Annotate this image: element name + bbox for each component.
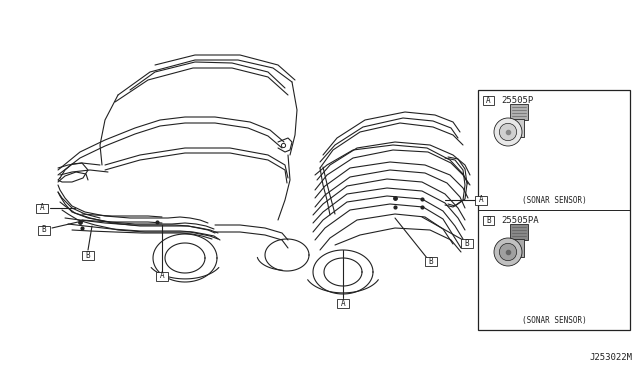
- Bar: [337, 298, 349, 308]
- Text: A: A: [160, 272, 164, 280]
- Circle shape: [499, 124, 516, 141]
- Text: B: B: [486, 216, 491, 225]
- Text: B: B: [42, 225, 46, 234]
- Bar: [508, 239, 524, 257]
- Bar: [425, 257, 437, 266]
- Text: A: A: [486, 96, 491, 105]
- Text: A: A: [479, 196, 483, 205]
- Bar: [483, 216, 494, 225]
- Bar: [461, 238, 473, 247]
- Bar: [82, 250, 94, 260]
- Circle shape: [494, 238, 522, 266]
- Text: B: B: [429, 257, 433, 266]
- Bar: [510, 104, 528, 120]
- Bar: [510, 224, 528, 240]
- Text: B: B: [86, 250, 90, 260]
- Text: 25505PA: 25505PA: [501, 216, 539, 225]
- Bar: [38, 225, 50, 234]
- Bar: [475, 196, 487, 205]
- Bar: [478, 90, 630, 330]
- Text: (SONAR SENSOR): (SONAR SENSOR): [522, 196, 586, 205]
- Bar: [36, 203, 48, 212]
- Text: A: A: [40, 203, 44, 212]
- Text: 25505P: 25505P: [501, 96, 533, 105]
- Bar: [508, 119, 524, 137]
- Text: A: A: [340, 298, 346, 308]
- Bar: [156, 272, 168, 280]
- Circle shape: [499, 243, 516, 261]
- Bar: [483, 96, 494, 105]
- Circle shape: [494, 118, 522, 146]
- Text: B: B: [465, 238, 469, 247]
- Text: (SONAR SENSOR): (SONAR SENSOR): [522, 315, 586, 324]
- Text: J253022M: J253022M: [589, 353, 632, 362]
